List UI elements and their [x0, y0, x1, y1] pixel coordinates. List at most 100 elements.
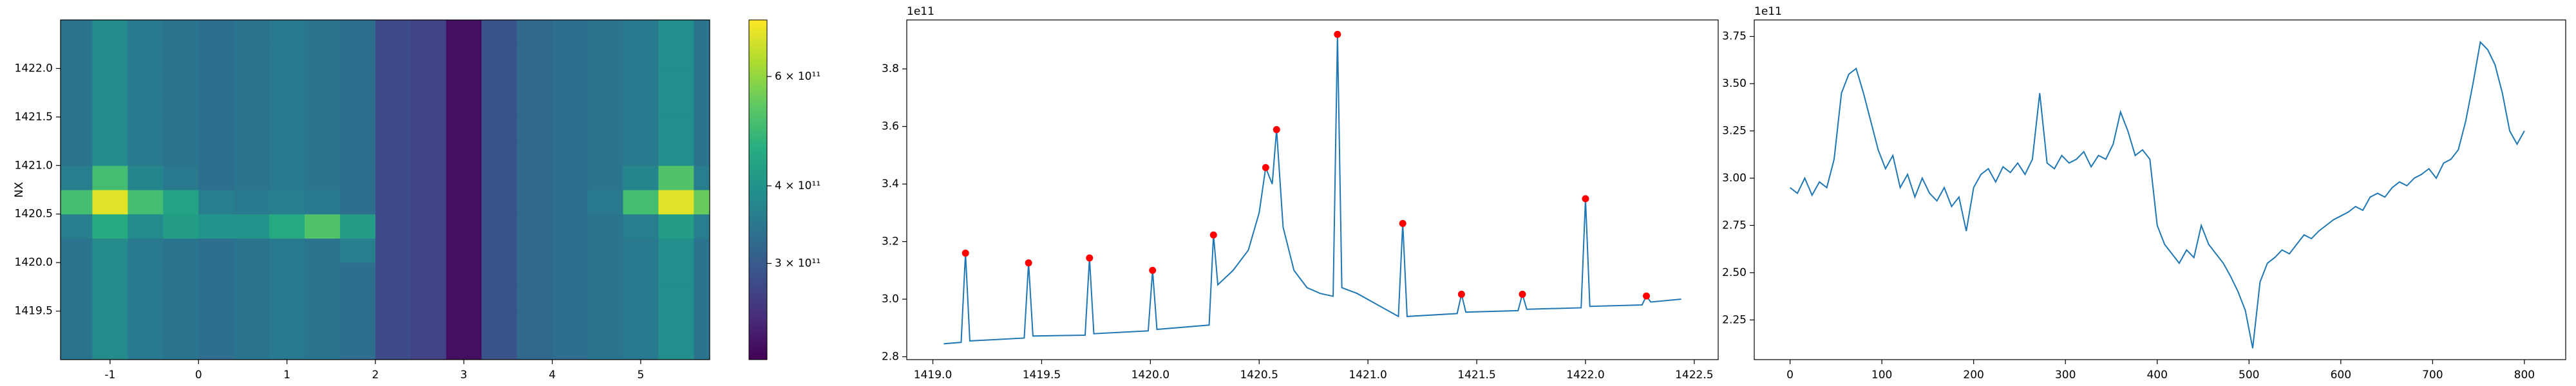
heat-cell [305, 311, 341, 336]
heat-cell [694, 68, 710, 93]
heat-cell [128, 335, 164, 360]
heat-cell [269, 214, 305, 239]
heat-cell [163, 93, 199, 118]
heat-cell [128, 44, 164, 69]
heat-cell [587, 20, 623, 45]
heat-cell [61, 190, 93, 215]
heat-cell [198, 141, 234, 166]
x-tick-label: 5 [637, 369, 644, 381]
heat-cell [269, 116, 305, 142]
heat-cell [446, 238, 482, 263]
heat-cell [163, 141, 199, 166]
heat-cell [305, 335, 341, 360]
heat-cell [410, 262, 447, 288]
heat-cell [375, 311, 412, 336]
y-tick-label: 1421.5 [15, 111, 53, 124]
heat-cell [623, 238, 659, 263]
heat-cell [305, 165, 341, 190]
y-tick-label: 3.2 [882, 235, 899, 248]
heat-cell [694, 44, 710, 69]
heat-cell [92, 262, 128, 288]
heat-cell [198, 165, 234, 190]
heat-cell [128, 286, 164, 312]
heat-cell [410, 238, 447, 263]
y-tick-label: 3.8 [882, 62, 899, 75]
heat-cell [234, 262, 270, 288]
heat-cell [694, 286, 710, 312]
heat-cell [234, 93, 270, 118]
heat-cell [375, 44, 412, 69]
y-tick-label: 3.25 [1722, 124, 1747, 137]
heat-cell [481, 93, 518, 118]
heat-cell [92, 68, 128, 93]
x-tick-label: 800 [2514, 369, 2535, 381]
heat-cell [61, 165, 93, 190]
heat-cell [481, 165, 518, 190]
peak-marker [1334, 30, 1341, 38]
heat-cell [234, 141, 270, 166]
heat-cell [375, 93, 412, 118]
heat-cell [163, 238, 199, 263]
peak-marker [1457, 290, 1465, 298]
x-tick-label: 0 [195, 369, 202, 381]
heat-cell [623, 93, 659, 118]
x-tick-label: 1419.5 [1023, 369, 1061, 381]
heat-cell [198, 190, 234, 215]
heat-cell [92, 93, 128, 118]
peak-marker [1399, 219, 1406, 227]
heat-cell [269, 238, 305, 263]
heat-cell [198, 286, 234, 312]
heat-cell [269, 190, 305, 215]
heat-cell [163, 190, 199, 215]
peak-marker [1209, 231, 1217, 239]
x-tick-label: 700 [2422, 369, 2443, 381]
heat-cell [305, 116, 341, 142]
x-tick-label: 1419.0 [914, 369, 952, 381]
heat-cell [410, 286, 447, 312]
heat-cell [92, 165, 128, 190]
heat-cell [375, 238, 412, 263]
heat-cell [61, 68, 93, 93]
heat-cell [163, 20, 199, 45]
heat-cell [61, 93, 93, 118]
heat-cell [516, 93, 553, 118]
heat-cell [446, 214, 482, 239]
heat-cell [234, 190, 270, 215]
heat-cell [339, 20, 376, 45]
heat-cell [516, 311, 553, 336]
heat-cell [516, 68, 553, 93]
heat-cell [446, 93, 482, 118]
heat-cell [198, 116, 234, 142]
heat-cell [375, 68, 412, 93]
heat-cell [92, 116, 128, 142]
heat-cell [61, 141, 93, 166]
heat-cell [339, 262, 376, 288]
heat-cell [658, 141, 694, 166]
heat-cell [481, 116, 518, 142]
heat-cell [339, 286, 376, 312]
heat-cell [305, 93, 341, 118]
heat-cell [375, 165, 412, 190]
heat-cell [658, 286, 694, 312]
heat-cell [128, 190, 164, 215]
heat-cell [587, 238, 623, 263]
heat-cell [446, 165, 482, 190]
heat-cell [516, 116, 553, 142]
heat-cell [587, 335, 623, 360]
heat-cell [552, 311, 588, 336]
heat-cell [375, 214, 412, 239]
x-tick-label: 1420.5 [1240, 369, 1278, 381]
heat-cell [305, 68, 341, 93]
peak-marker [1086, 254, 1094, 262]
heat-cell [658, 311, 694, 336]
x-tick-label: 1 [283, 369, 290, 381]
heat-cell [623, 44, 659, 69]
y-tick-label: 1420.5 [15, 208, 53, 221]
heat-cell [269, 335, 305, 360]
x-tick-label: 100 [1871, 369, 1892, 381]
heat-cell [658, 335, 694, 360]
heat-cell [410, 214, 447, 239]
heat-cell [163, 165, 199, 190]
heat-cell [694, 20, 710, 45]
x-tick-label: 0 [1786, 369, 1794, 381]
